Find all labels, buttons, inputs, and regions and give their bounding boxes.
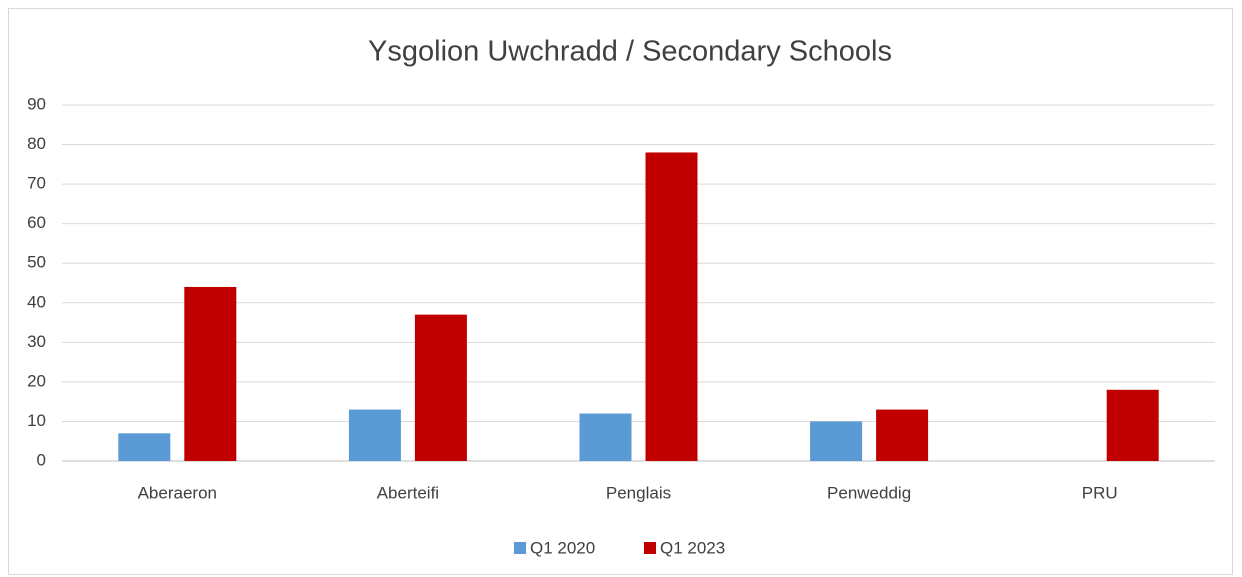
y-tick-label: 20 — [27, 371, 46, 390]
bar — [579, 413, 632, 461]
bar — [348, 409, 401, 461]
bar — [414, 314, 467, 461]
x-tick-label: Aberaeron — [138, 483, 217, 502]
x-tick-label: Penweddig — [827, 483, 911, 502]
y-tick-label: 0 — [37, 450, 46, 469]
bar — [876, 409, 929, 461]
y-tick-label: 90 — [27, 94, 46, 113]
y-tick-label: 60 — [27, 213, 46, 232]
legend-swatch — [644, 542, 656, 554]
legend-label: Q1 2020 — [530, 538, 595, 557]
bar — [184, 286, 237, 461]
y-tick-label: 40 — [27, 292, 46, 311]
y-tick-label: 10 — [27, 411, 46, 430]
bar — [810, 421, 863, 461]
chart-title: Ysgolion Uwchradd / Secondary Schools — [368, 36, 892, 68]
legend-swatch — [514, 542, 526, 554]
y-tick-label: 50 — [27, 253, 46, 272]
y-tick-label: 30 — [27, 332, 46, 351]
x-tick-label: Aberteifi — [377, 483, 439, 502]
bar — [118, 433, 171, 461]
legend-label: Q1 2023 — [660, 538, 725, 557]
bar — [645, 152, 698, 461]
bar — [1106, 389, 1159, 461]
y-tick-label: 80 — [27, 134, 46, 153]
y-tick-label: 70 — [27, 174, 46, 193]
x-tick-label: PRU — [1082, 483, 1118, 502]
x-tick-label: Penglais — [606, 483, 671, 502]
